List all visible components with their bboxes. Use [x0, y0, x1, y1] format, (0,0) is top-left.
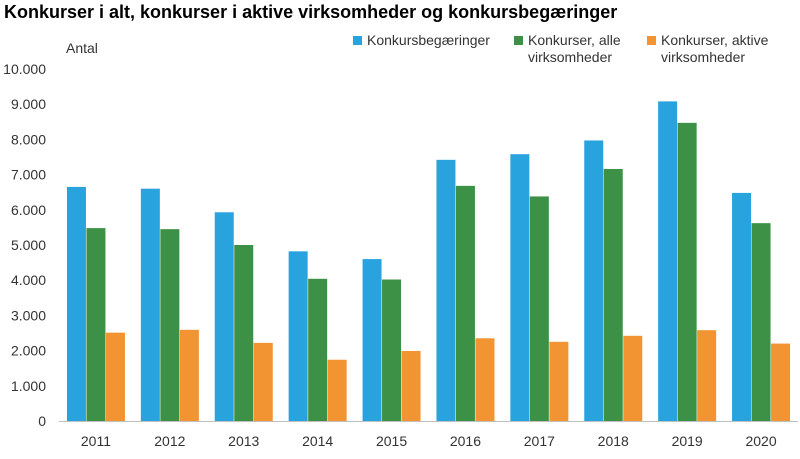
bar-konkurser-alle-2012 — [160, 229, 180, 421]
bar-konkurser-aktive-2016 — [475, 338, 495, 421]
y-tick-label: 0 — [38, 413, 46, 429]
bar-konkursbegaeringer-2020 — [732, 192, 752, 421]
bar-konkursbegaeringer-2018 — [584, 140, 604, 421]
y-tick-label: 4.000 — [11, 272, 46, 288]
legend-label: Konkursbegæringer — [367, 32, 490, 48]
x-tick-label: 2017 — [524, 433, 555, 449]
bar-konkursbegaeringer-2017 — [510, 154, 530, 421]
x-tick-label: 2013 — [228, 433, 259, 449]
x-tick-label: 2016 — [450, 433, 481, 449]
bar-konkurser-alle-2016 — [455, 185, 475, 421]
y-axis-label: Antal — [66, 40, 98, 56]
y-tick-label: 7.000 — [11, 167, 46, 183]
bar-konkursbegaeringer-2011 — [66, 186, 86, 421]
legend-item-konkurser-aktive: Konkurser, aktive virksomheder — [647, 32, 768, 66]
bar-konkurser-alle-2018 — [603, 168, 623, 421]
x-tick-label: 2015 — [376, 433, 407, 449]
y-tick-label: 8.000 — [11, 131, 46, 147]
legend-swatch-green — [514, 36, 523, 45]
y-tick-label: 1.000 — [11, 378, 46, 394]
bar-konkurser-alle-2020 — [751, 223, 771, 421]
y-tick-label: 6.000 — [11, 202, 46, 218]
bar-konkursbegaeringer-2015 — [362, 259, 382, 421]
bar-konkurser-aktive-2015 — [401, 350, 421, 421]
x-tick-label: 2014 — [302, 433, 333, 449]
bar-konkurser-alle-2017 — [529, 196, 549, 421]
legend-label: Konkurser, aktive virksomheder — [661, 32, 769, 65]
y-tick-label: 5.000 — [11, 237, 46, 253]
legend-swatch-orange — [647, 36, 656, 45]
bar-konkursbegaeringer-2013 — [214, 212, 234, 421]
x-tick-label: 2018 — [598, 433, 629, 449]
bar-konkurser-aktive-2014 — [327, 359, 347, 421]
bar-konkurser-aktive-2012 — [179, 329, 199, 421]
bar-konkursbegaeringer-2019 — [658, 101, 678, 421]
bar-konkurser-aktive-2020 — [771, 343, 791, 421]
bar-konkursbegaeringer-2014 — [288, 251, 308, 421]
bar-konkurser-aktive-2011 — [105, 332, 125, 421]
y-tick-label: 2.000 — [11, 343, 46, 359]
bar-konkurser-aktive-2013 — [253, 342, 273, 421]
chart-title: Konkurser i alt, konkurser i aktive virk… — [4, 2, 618, 22]
bar-konkurser-alle-2011 — [86, 228, 106, 421]
bar-konkurser-alle-2015 — [382, 279, 402, 421]
bar-konkurser-aktive-2017 — [549, 341, 569, 421]
x-tick-label: 2020 — [745, 433, 776, 449]
bar-konkurser-alle-2014 — [308, 278, 328, 421]
y-tick-label: 3.000 — [11, 307, 46, 323]
legend-label: Konkurser, alle virksomheder — [528, 32, 621, 65]
x-tick-label: 2012 — [154, 433, 185, 449]
bar-konkurser-aktive-2019 — [697, 330, 717, 421]
bar-konkursbegaeringer-2016 — [436, 159, 456, 422]
bar-konkurser-alle-2013 — [234, 245, 254, 421]
x-tick-label: 2019 — [672, 433, 703, 449]
bar-konkursbegaeringer-2012 — [140, 188, 160, 421]
legend-swatch-blue — [353, 36, 362, 45]
y-tick-label: 9.000 — [11, 96, 46, 112]
bar-konkurser-alle-2019 — [677, 122, 697, 421]
legend-item-konkursbegaeringer: Konkursbegæringer — [353, 32, 490, 49]
bar-konkurser-aktive-2018 — [623, 335, 643, 421]
x-tick-label: 2011 — [81, 433, 111, 449]
y-tick-label: 10.000 — [3, 61, 46, 77]
legend-item-konkurser-alle: Konkurser, alle virksomheder — [514, 32, 621, 66]
